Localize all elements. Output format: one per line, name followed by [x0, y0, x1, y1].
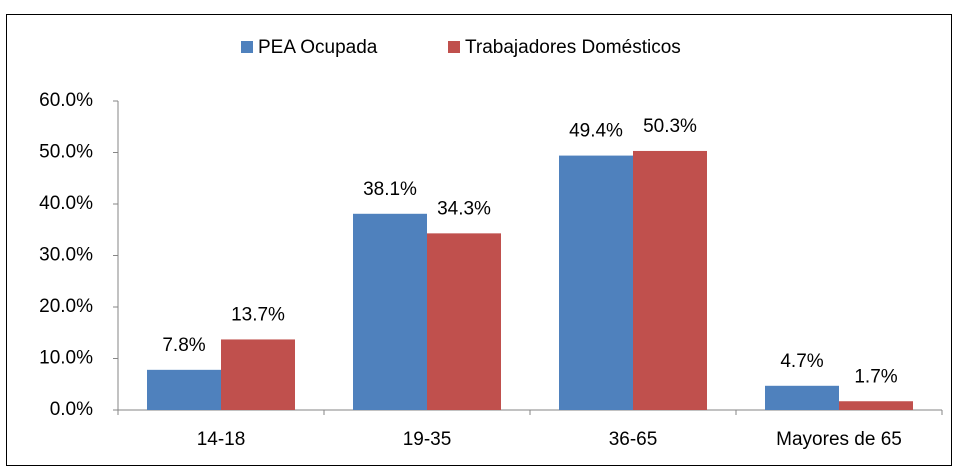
bar [559, 155, 633, 410]
data-label: 50.3% [643, 116, 697, 137]
y-tick-label: 10.0% [39, 348, 93, 369]
bar [353, 213, 427, 410]
data-label: 34.3% [437, 198, 491, 219]
bar [147, 369, 221, 410]
x-tick-label: 14-18 [197, 429, 246, 450]
data-label: 7.8% [162, 335, 205, 356]
bar [765, 385, 839, 410]
data-label: 49.4% [569, 121, 623, 142]
bar [427, 233, 501, 410]
y-tick-label: 50.0% [39, 142, 93, 163]
x-tick-label: 36-65 [609, 429, 658, 450]
x-tick-label: 19-35 [403, 429, 452, 450]
data-label: 1.7% [854, 366, 897, 387]
data-label: 13.7% [231, 304, 285, 325]
bar [221, 339, 295, 410]
data-label: 4.7% [780, 351, 823, 372]
y-tick-label: 20.0% [39, 296, 93, 317]
bar [839, 401, 913, 410]
y-tick-label: 30.0% [39, 245, 93, 266]
legend-label: Trabajadores Domésticos [465, 37, 681, 58]
y-tick-label: 40.0% [39, 193, 93, 214]
y-tick-label: 0.0% [50, 399, 93, 420]
legend-swatch [241, 41, 253, 53]
data-label: 38.1% [363, 179, 417, 200]
x-tick-label: Mayores de 65 [776, 429, 902, 450]
y-tick-label: 60.0% [39, 90, 93, 111]
bar [633, 150, 707, 410]
legend-swatch [448, 41, 460, 53]
legend-label: PEA Ocupada [258, 37, 378, 58]
